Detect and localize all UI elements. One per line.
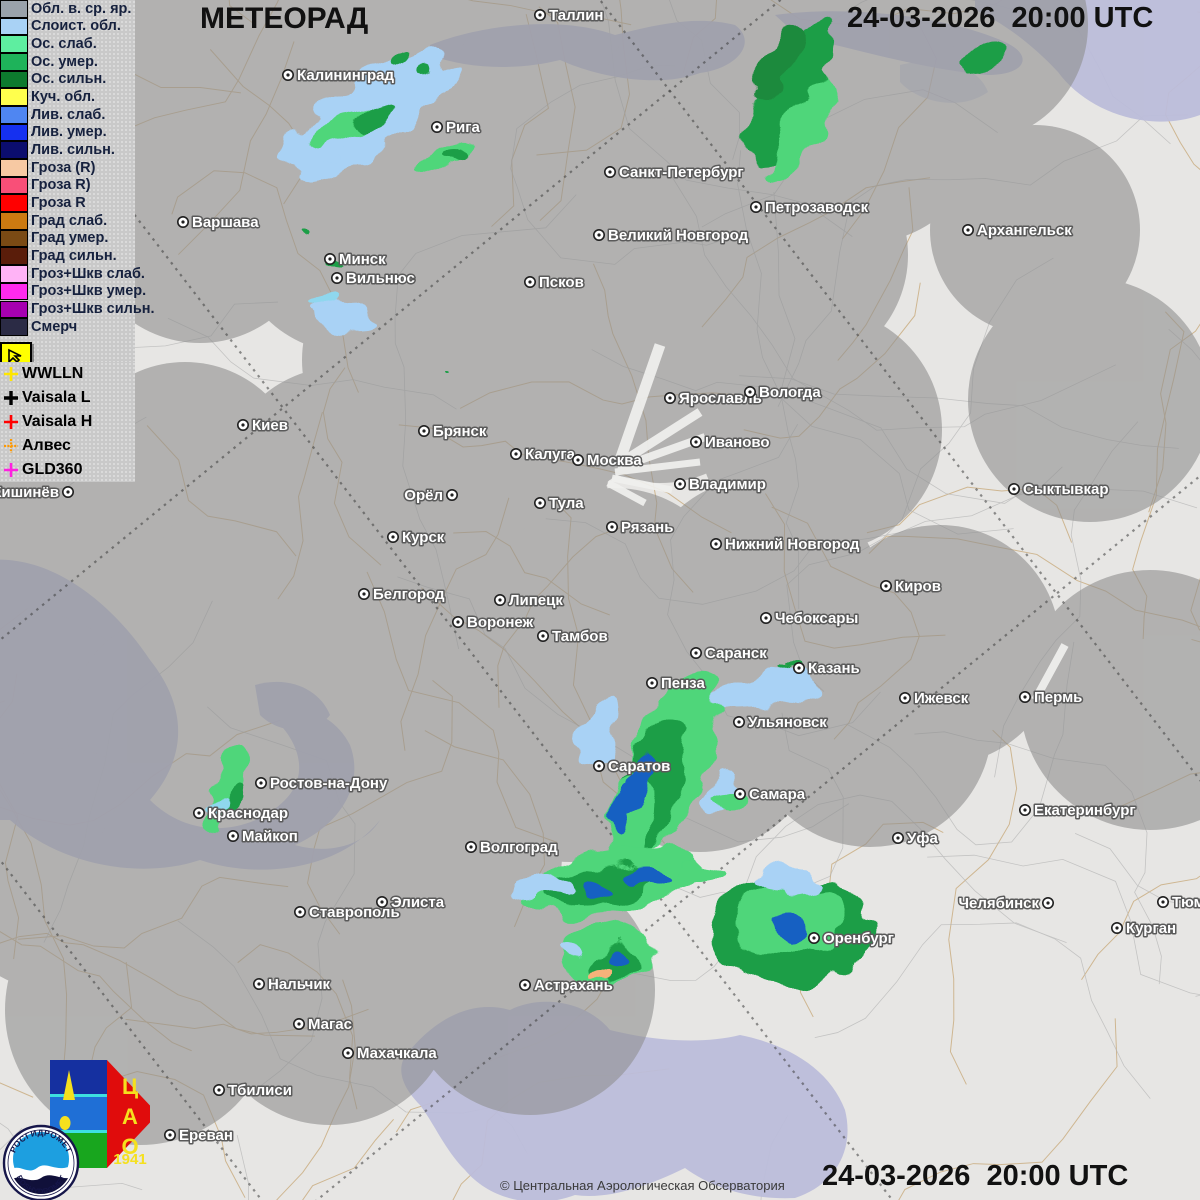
svg-text:Саранск: Саранск bbox=[705, 645, 767, 662]
svg-text:Волгоград: Волгоград bbox=[480, 839, 558, 856]
svg-text:Петрозаводск: Петрозаводск bbox=[765, 199, 869, 216]
svg-text:Чебоксары: Чебоксары bbox=[775, 610, 858, 627]
svg-text:Архангельск: Архангельск bbox=[977, 222, 1072, 239]
svg-text:Рязань: Рязань bbox=[621, 519, 673, 536]
svg-text:Москва: Москва bbox=[587, 452, 642, 469]
svg-text:Курган: Курган bbox=[1126, 920, 1176, 937]
svg-text:Магас: Магас bbox=[308, 1016, 352, 1033]
svg-text:1941: 1941 bbox=[113, 1151, 146, 1168]
svg-text:Вильнюс: Вильнюс bbox=[346, 270, 415, 287]
svg-text:Калининград: Калининград bbox=[297, 67, 395, 84]
svg-text:Казань: Казань bbox=[808, 660, 860, 677]
svg-text:Брянск: Брянск bbox=[433, 423, 487, 440]
svg-text:Санкт-Петербург: Санкт-Петербург bbox=[619, 164, 744, 181]
svg-text:Пермь: Пермь bbox=[1034, 689, 1082, 706]
svg-text:Таллин: Таллин bbox=[549, 7, 603, 24]
svg-text:Самара: Самара bbox=[749, 786, 806, 803]
svg-text:Орёл: Орёл bbox=[404, 487, 443, 504]
svg-text:Ростов-на-Дону: Ростов-на-Дону bbox=[270, 775, 388, 792]
svg-text:Воронеж: Воронеж bbox=[467, 614, 534, 631]
svg-text:Ереван: Ереван bbox=[179, 1127, 233, 1144]
svg-text:Кишинёв: Кишинёв bbox=[0, 484, 59, 501]
svg-text:Саратов: Саратов bbox=[608, 758, 670, 775]
svg-text:Псков: Псков bbox=[539, 274, 584, 291]
svg-text:Варшава: Варшава bbox=[192, 214, 259, 231]
svg-text:Нальчик: Нальчик bbox=[268, 976, 331, 993]
svg-text:Белгород: Белгород bbox=[373, 586, 445, 603]
svg-text:Челябинск: Челябинск bbox=[958, 895, 1039, 912]
svg-text:Тамбов: Тамбов bbox=[552, 628, 608, 645]
svg-text:Ставрополь: Ставрополь bbox=[309, 904, 400, 921]
svg-text:Киев: Киев bbox=[252, 417, 288, 434]
svg-text:Махачкала: Махачкала bbox=[357, 1045, 437, 1062]
svg-text:Иваново: Иваново bbox=[705, 434, 770, 451]
svg-text:Екатеринбург: Екатеринбург bbox=[1034, 802, 1136, 819]
svg-text:Тюмень: Тюмень bbox=[1172, 894, 1200, 911]
svg-text:Краснодар: Краснодар bbox=[208, 805, 288, 822]
svg-text:Калуга: Калуга bbox=[525, 446, 576, 463]
svg-text:Липецк: Липецк bbox=[509, 592, 563, 609]
svg-text:Оренбург: Оренбург bbox=[823, 930, 894, 947]
svg-text:Уфа: Уфа bbox=[907, 830, 938, 847]
svg-text:Пенза: Пенза bbox=[661, 675, 705, 692]
svg-text:Курск: Курск bbox=[402, 529, 445, 546]
svg-text:А: А bbox=[122, 1104, 138, 1129]
svg-text:Майкоп: Майкоп bbox=[242, 828, 298, 845]
svg-text:Астрахань: Астрахань bbox=[534, 977, 613, 994]
svg-text:Минск: Минск bbox=[339, 251, 386, 268]
svg-text:Ижевск: Ижевск bbox=[914, 690, 969, 707]
svg-text:Великий Новгород: Великий Новгород bbox=[608, 227, 749, 244]
svg-text:Нижний Новгород: Нижний Новгород bbox=[725, 536, 860, 553]
svg-text:Киров: Киров bbox=[895, 578, 941, 595]
svg-text:Тула: Тула bbox=[549, 495, 584, 512]
svg-text:Рига: Рига bbox=[446, 119, 480, 136]
svg-text:Ульяновск: Ульяновск bbox=[748, 714, 827, 731]
svg-text:Тбилиси: Тбилиси bbox=[228, 1082, 292, 1099]
svg-text:Вологда: Вологда bbox=[759, 384, 821, 401]
svg-text:Ц: Ц bbox=[122, 1074, 138, 1099]
svg-text:Сыктывкар: Сыктывкар bbox=[1023, 481, 1109, 498]
svg-text:Владимир: Владимир bbox=[689, 476, 766, 493]
